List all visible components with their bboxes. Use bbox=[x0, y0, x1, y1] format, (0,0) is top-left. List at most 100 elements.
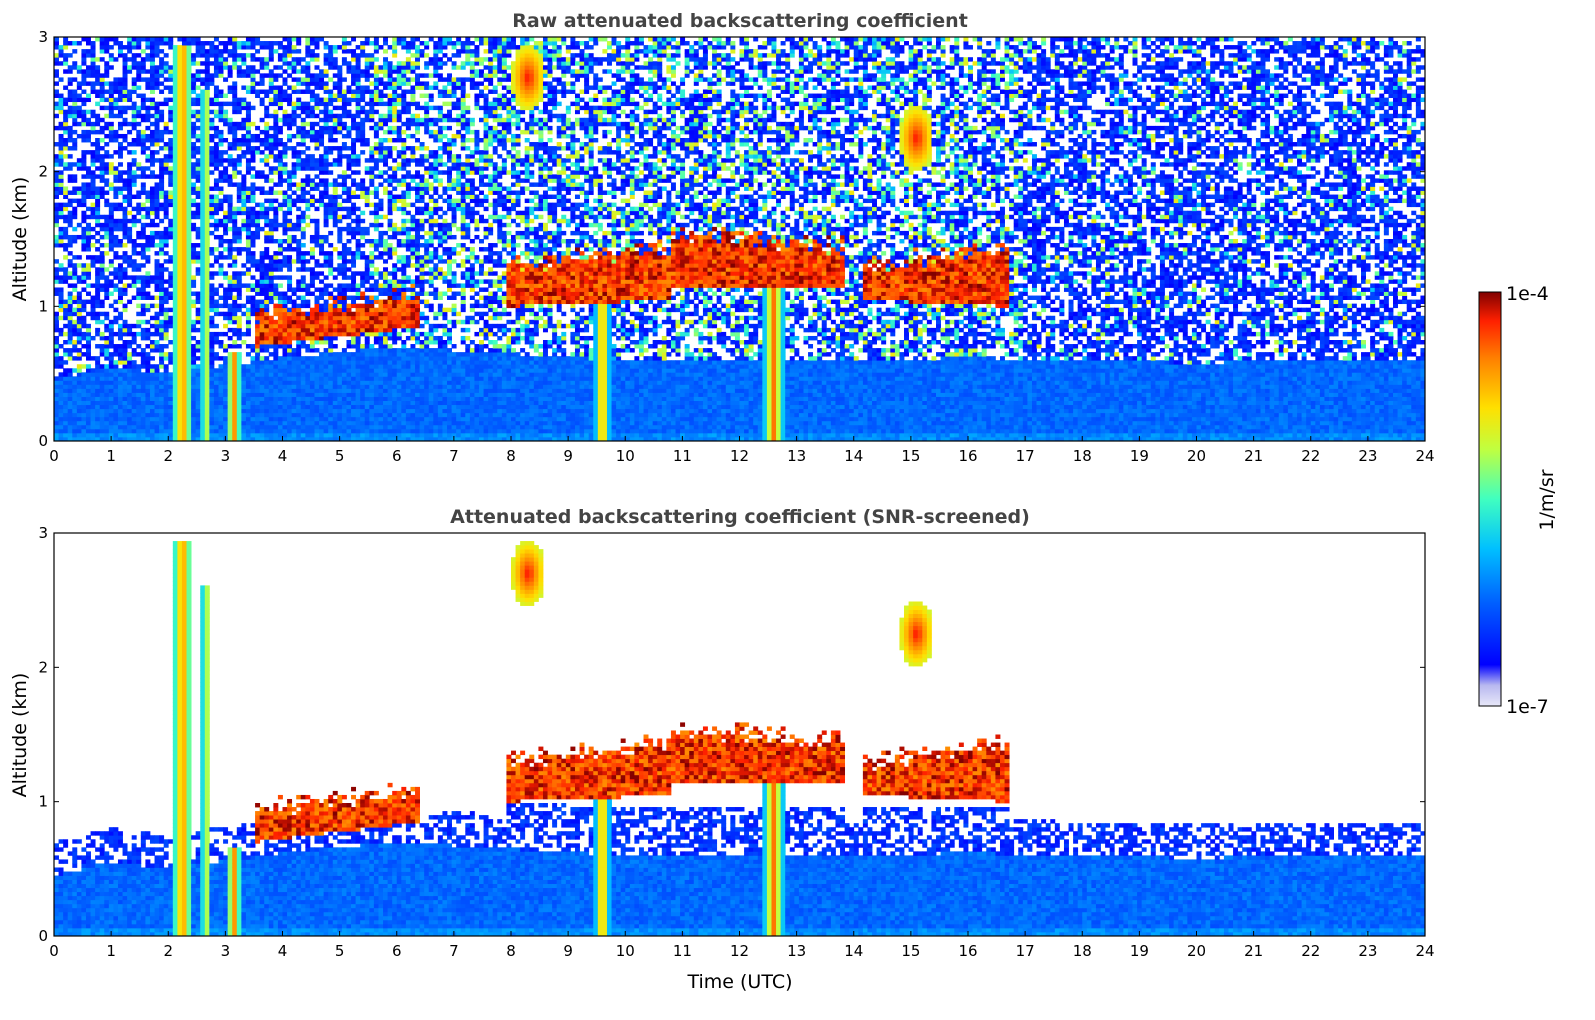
heatmap-cell bbox=[164, 401, 169, 405]
heatmap-cell bbox=[273, 372, 278, 376]
heatmap-cell bbox=[241, 409, 246, 413]
heatmap-cell bbox=[305, 348, 310, 352]
heatmap-cell bbox=[209, 324, 214, 328]
heatmap-cell bbox=[113, 300, 118, 304]
heatmap-cell bbox=[246, 384, 251, 388]
heatmap-cell bbox=[141, 401, 146, 405]
heatmap-cell bbox=[346, 231, 351, 235]
heatmap-cell bbox=[296, 356, 301, 360]
heatmap-cell bbox=[255, 203, 260, 207]
heatmap-cell bbox=[205, 429, 210, 433]
heatmap-cell bbox=[141, 421, 146, 425]
heatmap-cell bbox=[255, 146, 260, 150]
heatmap-cell bbox=[209, 251, 214, 255]
heatmap-cell bbox=[205, 170, 210, 174]
heatmap-cell bbox=[95, 73, 100, 77]
heatmap-cell bbox=[328, 94, 333, 98]
heatmap-cell bbox=[283, 380, 288, 384]
heatmap-cell bbox=[351, 328, 356, 332]
heatmap-cell bbox=[301, 275, 306, 279]
heatmap-cell bbox=[123, 61, 128, 65]
heatmap-cell bbox=[86, 243, 91, 247]
heatmap-cell bbox=[200, 102, 205, 106]
heatmap-cell bbox=[104, 312, 109, 316]
heatmap-cell bbox=[328, 372, 333, 376]
heatmap-cell bbox=[123, 267, 128, 271]
heatmap-cell bbox=[241, 174, 246, 178]
heatmap-cell bbox=[310, 267, 315, 271]
heatmap-cell bbox=[205, 146, 210, 150]
heatmap-cell bbox=[264, 304, 269, 308]
heatmap-cell bbox=[214, 308, 219, 312]
heatmap-cell bbox=[260, 360, 265, 364]
heatmap-cell bbox=[214, 259, 219, 263]
heatmap-cell bbox=[196, 114, 201, 118]
heatmap-cell bbox=[187, 235, 192, 239]
heatmap-cell bbox=[255, 429, 260, 433]
heatmap-cell bbox=[196, 166, 201, 170]
heatmap-cell bbox=[237, 57, 242, 61]
heatmap-cell bbox=[141, 57, 146, 61]
heatmap-cell bbox=[292, 223, 297, 227]
heatmap-cell bbox=[187, 158, 192, 162]
heatmap-cell bbox=[356, 251, 361, 255]
heatmap-cell bbox=[356, 320, 361, 324]
heatmap-cell bbox=[77, 94, 82, 98]
heatmap-cell bbox=[159, 73, 164, 77]
heatmap-cell bbox=[219, 384, 224, 388]
heatmap-cell bbox=[314, 324, 319, 328]
heatmap-cell bbox=[305, 146, 310, 150]
heatmap-cell bbox=[155, 405, 160, 409]
heatmap-cell bbox=[104, 170, 109, 174]
heatmap-cell bbox=[264, 384, 269, 388]
heatmap-cell bbox=[59, 267, 64, 271]
heatmap-cell bbox=[164, 126, 169, 130]
heatmap-cell bbox=[328, 304, 333, 308]
heatmap-cell bbox=[287, 332, 292, 336]
heatmap-cell bbox=[100, 397, 105, 401]
heatmap-cell bbox=[241, 150, 246, 154]
heatmap-cell bbox=[173, 393, 178, 397]
heatmap-cell bbox=[278, 191, 283, 195]
heatmap-cell bbox=[118, 146, 123, 150]
heatmap-cell bbox=[141, 146, 146, 150]
heatmap-cell bbox=[141, 203, 146, 207]
heatmap-cell bbox=[219, 296, 224, 300]
heatmap-cell bbox=[251, 73, 256, 77]
heatmap-cell bbox=[132, 324, 137, 328]
heatmap-cell bbox=[337, 203, 342, 207]
heatmap-cell bbox=[159, 130, 164, 134]
heatmap-cell bbox=[314, 275, 319, 279]
heatmap-cell bbox=[200, 292, 205, 296]
heatmap-cell bbox=[54, 271, 59, 275]
heatmap-cell bbox=[127, 352, 132, 356]
heatmap-cell bbox=[182, 227, 187, 231]
heatmap-cell bbox=[301, 150, 306, 154]
heatmap-cell bbox=[145, 239, 150, 243]
heatmap-cell bbox=[127, 344, 132, 348]
heatmap-cell bbox=[246, 296, 251, 300]
heatmap-cell bbox=[333, 300, 338, 304]
heatmap-cell bbox=[351, 271, 356, 275]
heatmap-cell bbox=[141, 328, 146, 332]
heatmap-cell bbox=[86, 130, 91, 134]
heatmap-cell bbox=[337, 393, 342, 397]
heatmap-cell bbox=[150, 364, 155, 368]
heatmap-cell bbox=[173, 413, 178, 417]
heatmap-cell bbox=[191, 360, 196, 364]
heatmap-cell bbox=[278, 57, 283, 61]
heatmap-cell bbox=[77, 421, 82, 425]
heatmap-cell bbox=[305, 368, 310, 372]
heatmap-cell bbox=[346, 98, 351, 102]
heatmap-cell bbox=[328, 118, 333, 122]
heatmap-cell bbox=[132, 417, 137, 421]
heatmap-cell bbox=[150, 409, 155, 413]
heatmap-cell bbox=[324, 182, 329, 186]
heatmap-cell bbox=[328, 413, 333, 417]
heatmap-cell bbox=[287, 376, 292, 380]
heatmap-cell bbox=[191, 393, 196, 397]
heatmap-cell bbox=[54, 191, 59, 195]
heatmap-cell bbox=[68, 296, 73, 300]
heatmap-cell bbox=[328, 425, 333, 429]
heatmap-cell bbox=[68, 251, 73, 255]
